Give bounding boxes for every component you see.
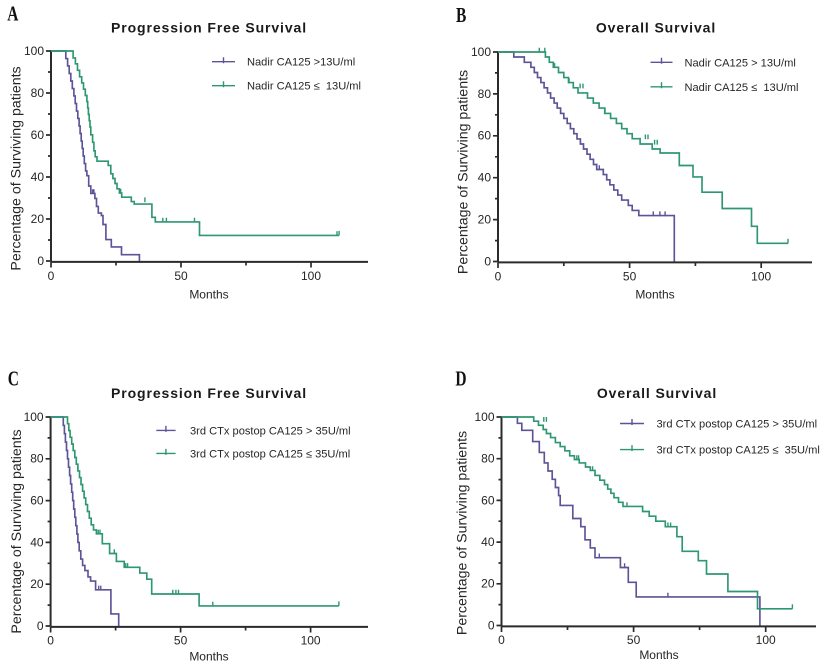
svg-text:60: 60 <box>481 493 495 507</box>
svg-text:80: 80 <box>30 452 44 466</box>
svg-text:3rd CTx postop CA125 ≤ 35U/ml: 3rd CTx postop CA125 ≤ 35U/ml <box>190 448 350 460</box>
svg-text:40: 40 <box>481 535 495 549</box>
svg-text:Nadir CA125 ≤ 13U/ml: Nadir CA125 ≤ 13U/ml <box>685 82 799 94</box>
svg-text:100: 100 <box>24 44 44 58</box>
svg-text:Months: Months <box>635 288 674 302</box>
svg-text:D: D <box>455 367 466 391</box>
svg-text:Nadir CA125 >13U/ml: Nadir CA125 >13U/ml <box>247 57 355 69</box>
svg-text:0: 0 <box>47 634 54 648</box>
svg-text:80: 80 <box>478 87 492 101</box>
svg-text:100: 100 <box>474 410 494 424</box>
svg-text:100: 100 <box>471 45 491 59</box>
svg-text:40: 40 <box>478 171 492 185</box>
svg-text:Overall Survival: Overall Survival <box>596 20 716 36</box>
svg-text:100: 100 <box>301 269 321 283</box>
svg-text:40: 40 <box>31 170 45 184</box>
svg-text:100: 100 <box>24 410 44 424</box>
svg-text:80: 80 <box>481 452 495 466</box>
svg-text:B: B <box>456 4 466 28</box>
svg-text:Months: Months <box>639 648 678 662</box>
svg-text:Months: Months <box>189 288 228 302</box>
svg-text:50: 50 <box>627 633 641 647</box>
svg-text:60: 60 <box>30 494 44 508</box>
svg-text:Progression Free Survival: Progression Free Survival <box>111 20 307 36</box>
svg-text:Percentage of Surviving patien: Percentage of Surviving patients <box>456 70 472 274</box>
svg-text:0: 0 <box>48 269 55 283</box>
svg-text:Percentage of Surviving patien: Percentage of Surviving patients <box>9 66 25 270</box>
svg-text:Percentage of Surviving patien: Percentage of Surviving patients <box>455 431 471 635</box>
svg-text:3rd CTx postop CA125 > 35U/ml: 3rd CTx postop CA125 > 35U/ml <box>657 419 818 431</box>
svg-text:0: 0 <box>495 270 502 284</box>
svg-text:40: 40 <box>30 535 44 549</box>
svg-text:50: 50 <box>623 270 637 284</box>
svg-text:60: 60 <box>31 128 45 142</box>
svg-text:0: 0 <box>37 254 44 268</box>
svg-text:100: 100 <box>751 270 771 284</box>
svg-text:Progression Free Survival: Progression Free Survival <box>111 385 307 401</box>
svg-text:0: 0 <box>488 618 495 632</box>
svg-text:0: 0 <box>37 619 44 633</box>
svg-text:0: 0 <box>484 254 491 268</box>
svg-text:20: 20 <box>31 212 45 226</box>
svg-text:50: 50 <box>174 269 188 283</box>
svg-text:100: 100 <box>756 633 776 647</box>
svg-text:20: 20 <box>481 577 495 591</box>
svg-text:0: 0 <box>498 633 505 647</box>
svg-text:A: A <box>7 2 19 26</box>
svg-text:C: C <box>8 367 19 391</box>
svg-text:Nadir CA125 ≤ 13U/ml: Nadir CA125 ≤ 13U/ml <box>247 81 361 93</box>
svg-text:Overall Survival: Overall Survival <box>597 385 717 401</box>
svg-text:3rd CTx postop CA125 ≤ 35U/ml: 3rd CTx postop CA125 ≤ 35U/ml <box>657 445 820 457</box>
svg-text:Months: Months <box>189 650 228 664</box>
svg-text:20: 20 <box>30 577 44 591</box>
svg-text:3rd CTx postop CA125 > 35U/ml: 3rd CTx postop CA125 > 35U/ml <box>190 425 351 437</box>
svg-text:80: 80 <box>31 86 45 100</box>
svg-text:60: 60 <box>478 129 492 143</box>
svg-text:Nadir CA125 > 13U/ml: Nadir CA125 > 13U/ml <box>685 57 796 69</box>
svg-text:20: 20 <box>478 213 492 227</box>
svg-text:Percentage of Surviving patien: Percentage of Surviving patients <box>9 429 25 633</box>
svg-text:50: 50 <box>174 634 188 648</box>
svg-text:100: 100 <box>301 634 321 648</box>
